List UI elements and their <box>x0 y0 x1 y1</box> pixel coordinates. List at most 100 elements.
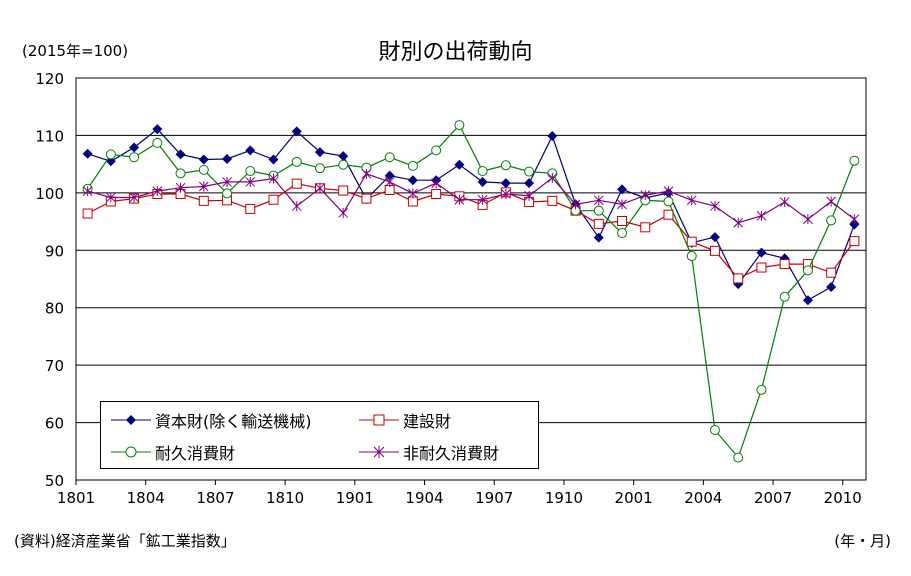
data-point <box>82 186 93 197</box>
data-point <box>314 147 325 158</box>
x-tick-label: 2010 <box>824 489 862 507</box>
data-point <box>222 188 233 199</box>
data-point <box>733 217 744 228</box>
data-point <box>198 164 209 175</box>
data-point <box>291 178 302 189</box>
y-tick-label: 80 <box>45 300 64 318</box>
series-0 <box>82 124 860 306</box>
data-point <box>617 199 627 210</box>
circle-marker-icon <box>111 446 151 458</box>
data-point <box>338 151 349 162</box>
series-2 <box>82 120 860 463</box>
data-point <box>663 186 674 197</box>
series-line <box>87 124 855 459</box>
data-point <box>454 120 465 131</box>
data-point <box>593 232 604 243</box>
x-tick-label: 1801 <box>57 489 95 507</box>
data-point <box>826 215 837 226</box>
series-layer <box>82 120 860 463</box>
data-point <box>826 196 837 207</box>
data-point <box>222 176 232 187</box>
data-point <box>268 154 279 165</box>
data-point <box>407 160 418 171</box>
data-point <box>849 236 860 247</box>
x-axis-unit-label: (年・月) <box>834 532 891 550</box>
data-point <box>617 184 628 195</box>
data-point <box>291 201 302 212</box>
data-point <box>756 210 767 221</box>
series-line <box>87 183 855 280</box>
x-tick-label: 2001 <box>615 489 653 507</box>
data-point <box>198 195 209 206</box>
data-point <box>709 425 720 436</box>
data-point <box>477 166 488 177</box>
data-point <box>245 176 256 187</box>
y-tick-label: 90 <box>45 242 64 260</box>
data-point <box>663 196 674 207</box>
x-tick-label: 1901 <box>336 489 374 507</box>
data-point <box>570 199 581 210</box>
series-3 <box>82 168 860 228</box>
data-point <box>779 197 790 208</box>
data-point <box>524 190 534 201</box>
square-marker-icon <box>359 414 399 426</box>
y-tick-label: 110 <box>35 127 64 145</box>
data-point <box>431 145 442 156</box>
data-point <box>198 181 209 192</box>
data-point <box>129 192 139 203</box>
data-point <box>826 282 837 293</box>
data-point <box>268 173 279 184</box>
data-point <box>547 195 558 206</box>
x-tick-label: 1904 <box>405 489 443 507</box>
legend-label: 耐久消費財 <box>155 444 236 463</box>
data-point <box>291 156 302 167</box>
source-note: (資料)経済産業省「鉱工業指数」 <box>14 532 236 550</box>
x-tick-label: 1810 <box>266 489 304 507</box>
series-1 <box>82 178 860 284</box>
data-point <box>384 170 395 181</box>
data-point <box>245 203 256 214</box>
data-point <box>407 175 418 186</box>
data-point <box>222 153 233 164</box>
legend: 資本財(除く輸送機械) 建設財 耐久消費財 非耐久消費財 <box>100 401 539 469</box>
data-point <box>500 160 511 171</box>
chart-title: 財別の出荷動向 <box>378 40 533 65</box>
data-point <box>314 163 325 174</box>
legend-label: 非耐久消費財 <box>403 444 500 463</box>
data-point <box>431 178 442 189</box>
data-point <box>524 166 535 177</box>
data-point <box>291 126 302 137</box>
data-point <box>245 145 256 156</box>
data-point <box>431 189 442 200</box>
data-point <box>175 168 186 179</box>
data-point <box>268 194 279 205</box>
y-tick-label: 60 <box>45 415 64 433</box>
y-tick-label: 120 <box>35 70 64 88</box>
data-point <box>733 273 744 284</box>
data-point <box>802 295 813 306</box>
x-marker-icon <box>359 446 399 458</box>
data-point <box>454 159 465 170</box>
data-point <box>82 208 93 219</box>
y-axis-tick-labels: 50 60 70 80 90 100 110 120 <box>35 70 64 490</box>
data-point <box>500 189 511 200</box>
data-point <box>709 232 720 243</box>
data-point <box>686 236 697 247</box>
data-point <box>756 247 767 258</box>
x-tick-label: 1804 <box>127 489 165 507</box>
data-point <box>733 452 744 463</box>
data-point <box>640 190 651 201</box>
data-point <box>710 201 720 212</box>
data-point <box>849 155 860 166</box>
y-tick-label: 100 <box>35 185 64 203</box>
data-point <box>500 178 511 189</box>
data-point <box>640 222 651 233</box>
data-point <box>198 154 209 165</box>
legend-label: 建設財 <box>403 412 452 431</box>
data-point <box>152 124 163 135</box>
data-point <box>779 259 790 270</box>
data-point <box>152 186 163 197</box>
data-point <box>849 214 860 225</box>
x-tick-label: 2007 <box>754 489 792 507</box>
y-axis-unit-label: (2015年=100) <box>22 42 129 60</box>
